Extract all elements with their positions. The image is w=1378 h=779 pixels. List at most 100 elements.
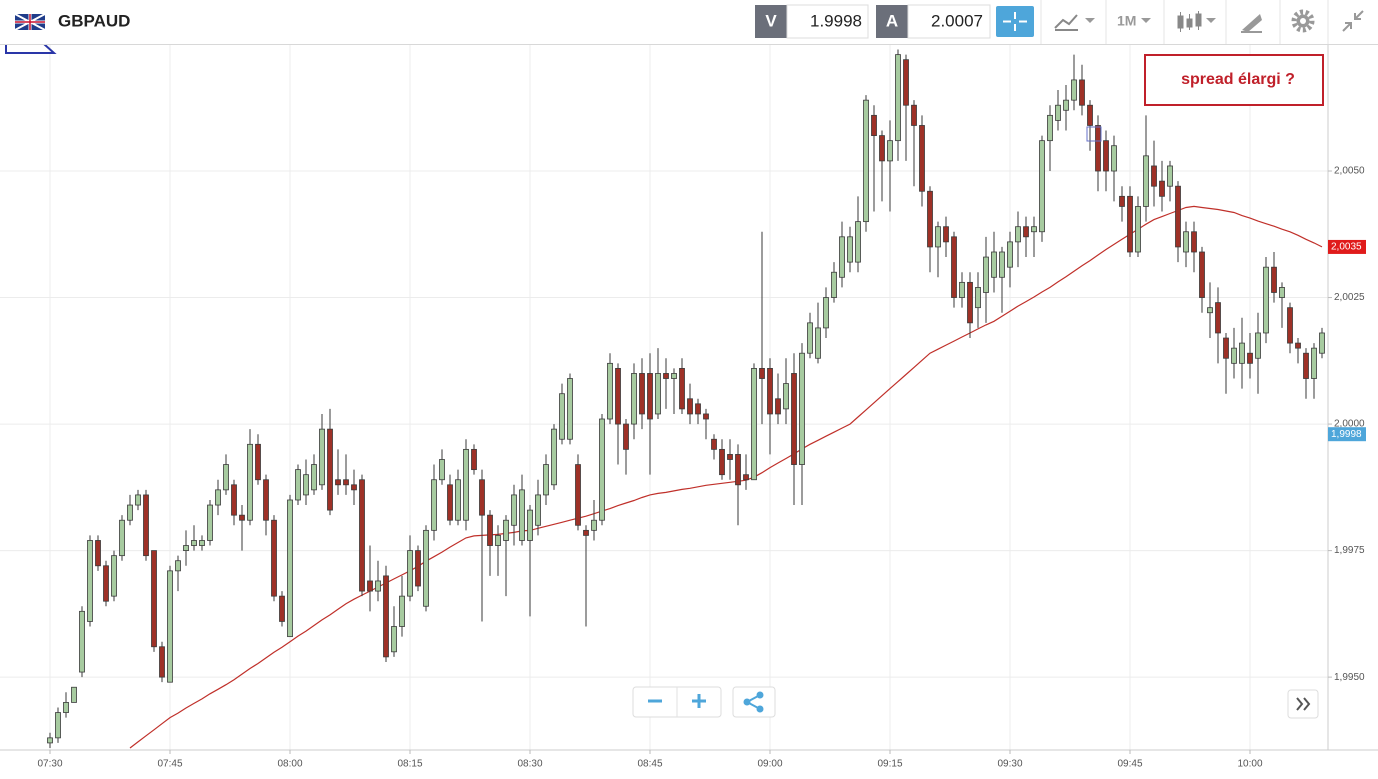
candle-body: [263, 479, 269, 521]
ask-label-box[interactable]: [876, 5, 908, 38]
ask-price[interactable]: 2.0007: [931, 11, 983, 30]
candle-body: [1135, 206, 1141, 253]
candle-body: [127, 504, 133, 521]
settings-button[interactable]: [1291, 9, 1315, 33]
candle-body: [831, 271, 837, 298]
candle-body: [1023, 226, 1029, 238]
candle-body: [287, 499, 293, 638]
candle-body: [1271, 266, 1277, 293]
x-tick-label: 09:15: [877, 759, 902, 770]
candle-body: [887, 140, 893, 162]
x-tick-label: 07:45: [157, 759, 182, 770]
bid-label[interactable]: V: [765, 11, 777, 30]
candle-body: [471, 448, 477, 471]
candle-body: [1207, 307, 1213, 314]
x-tick-label: 08:30: [517, 759, 542, 770]
y-tick-label: 2,0050: [1334, 166, 1365, 177]
candle-body: [919, 125, 925, 192]
candle-body: [1015, 226, 1021, 243]
candle-body: [55, 712, 61, 739]
y-tick-label: 2,0025: [1334, 292, 1365, 303]
candle-body: [759, 367, 765, 379]
candle-body: [1239, 342, 1245, 364]
candle-body: [431, 479, 437, 531]
candle-body: [87, 540, 93, 622]
candle-body: [927, 190, 933, 248]
candle-body: [1215, 302, 1221, 334]
candle-body: [1255, 332, 1261, 359]
candle-body: [903, 59, 909, 106]
zoom-controls: [632, 686, 1319, 719]
candle-body: [711, 438, 717, 450]
ask-box[interactable]: [907, 4, 991, 39]
interval[interactable]: 1M: [1117, 13, 1136, 29]
candle-body: [783, 383, 789, 410]
y-tick-label: 1,9975: [1334, 545, 1365, 556]
collapse-button[interactable]: [1342, 10, 1364, 32]
ask-label[interactable]: A: [886, 11, 898, 30]
candle-body: [807, 322, 813, 354]
candle-style-button[interactable]: [1177, 11, 1216, 32]
candle-body: [111, 555, 117, 597]
candle-body: [447, 484, 453, 521]
bid-price[interactable]: 1.9998: [810, 11, 862, 30]
candle-body: [687, 398, 693, 415]
candle-body: [255, 443, 261, 481]
annotation-box: [1144, 54, 1324, 106]
draw-tools-button[interactable]: [1241, 14, 1262, 33]
candle-body: [119, 519, 125, 557]
candle-body: [1303, 352, 1309, 379]
candle-body: [167, 570, 173, 683]
candle-body: [295, 469, 301, 501]
candle-body: [383, 575, 389, 658]
candle-body: [1319, 332, 1325, 354]
candle-body: [703, 413, 709, 420]
price-marker-label: 1,9998: [1331, 429, 1362, 440]
grid: [0, 45, 1328, 750]
candle-body: [367, 580, 373, 592]
candle-body: [319, 428, 325, 486]
candle-body: [1183, 231, 1189, 253]
chart-type-button[interactable]: [1054, 14, 1095, 31]
candle-body: [855, 221, 861, 263]
annotation: spread élargi ?: [1181, 71, 1295, 88]
candle-body: [1119, 195, 1125, 207]
candle-body: [503, 519, 509, 541]
candle-body: [335, 479, 341, 486]
candle-body: [959, 281, 965, 298]
drawing-rectangle[interactable]: [1086, 126, 1102, 142]
candle-body: [79, 610, 85, 673]
candle-body: [511, 494, 517, 526]
crosshair-button[interactable]: [996, 6, 1034, 37]
candle-body: [991, 251, 997, 278]
zoom-in-button[interactable]: [692, 694, 706, 708]
candle-body: [967, 281, 973, 324]
candle-body: [143, 494, 149, 557]
candle-body: [527, 509, 533, 541]
interval-dropdown[interactable]: [1141, 18, 1151, 23]
candle-body: [343, 479, 349, 486]
moving-average-line: [129, 205, 1323, 749]
candle-body: [239, 514, 245, 521]
candle-body: [439, 459, 445, 481]
candle-body: [351, 484, 357, 491]
bid-box[interactable]: [786, 4, 869, 39]
bid-label-box[interactable]: [755, 5, 787, 38]
candle-body: [207, 504, 213, 541]
scroll-right-button[interactable]: [1287, 689, 1319, 719]
candle-body: [647, 373, 653, 420]
candle-body: [231, 484, 237, 516]
candle-body: [1111, 145, 1117, 172]
candle-body: [1199, 251, 1205, 298]
candle-body: [1175, 185, 1181, 248]
candle-body: [719, 448, 725, 476]
share-button[interactable]: [732, 686, 776, 718]
candle-body: [159, 646, 165, 678]
candle-body: [671, 373, 677, 379]
candle-body: [215, 489, 221, 506]
candle-body: [583, 529, 589, 536]
candle-body: [823, 297, 829, 329]
candle-body: [1191, 231, 1197, 253]
